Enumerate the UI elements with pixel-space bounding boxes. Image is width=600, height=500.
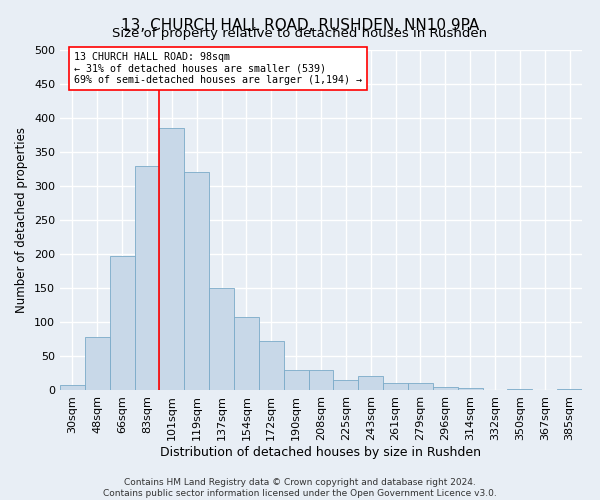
Bar: [408, 383, 433, 390]
Y-axis label: Number of detached properties: Number of detached properties: [16, 127, 28, 313]
Text: 13 CHURCH HALL ROAD: 98sqm
← 31% of detached houses are smaller (539)
69% of sem: 13 CHURCH HALL ROAD: 98sqm ← 31% of deta…: [74, 52, 362, 85]
Bar: [557, 388, 582, 390]
Bar: [259, 341, 284, 390]
X-axis label: Distribution of detached houses by size in Rushden: Distribution of detached houses by size …: [161, 446, 482, 458]
Bar: [358, 376, 383, 390]
Bar: [85, 337, 110, 390]
Bar: [334, 380, 358, 390]
Bar: [209, 288, 234, 390]
Bar: [234, 317, 259, 390]
Text: 13, CHURCH HALL ROAD, RUSHDEN, NN10 9PA: 13, CHURCH HALL ROAD, RUSHDEN, NN10 9PA: [121, 18, 479, 32]
Bar: [458, 388, 482, 390]
Text: Size of property relative to detached houses in Rushden: Size of property relative to detached ho…: [112, 28, 488, 40]
Bar: [433, 386, 458, 390]
Bar: [184, 172, 209, 390]
Bar: [110, 256, 134, 390]
Bar: [284, 370, 308, 390]
Bar: [60, 384, 85, 390]
Bar: [308, 370, 334, 390]
Bar: [383, 383, 408, 390]
Bar: [160, 128, 184, 390]
Text: Contains HM Land Registry data © Crown copyright and database right 2024.
Contai: Contains HM Land Registry data © Crown c…: [103, 478, 497, 498]
Bar: [134, 166, 160, 390]
